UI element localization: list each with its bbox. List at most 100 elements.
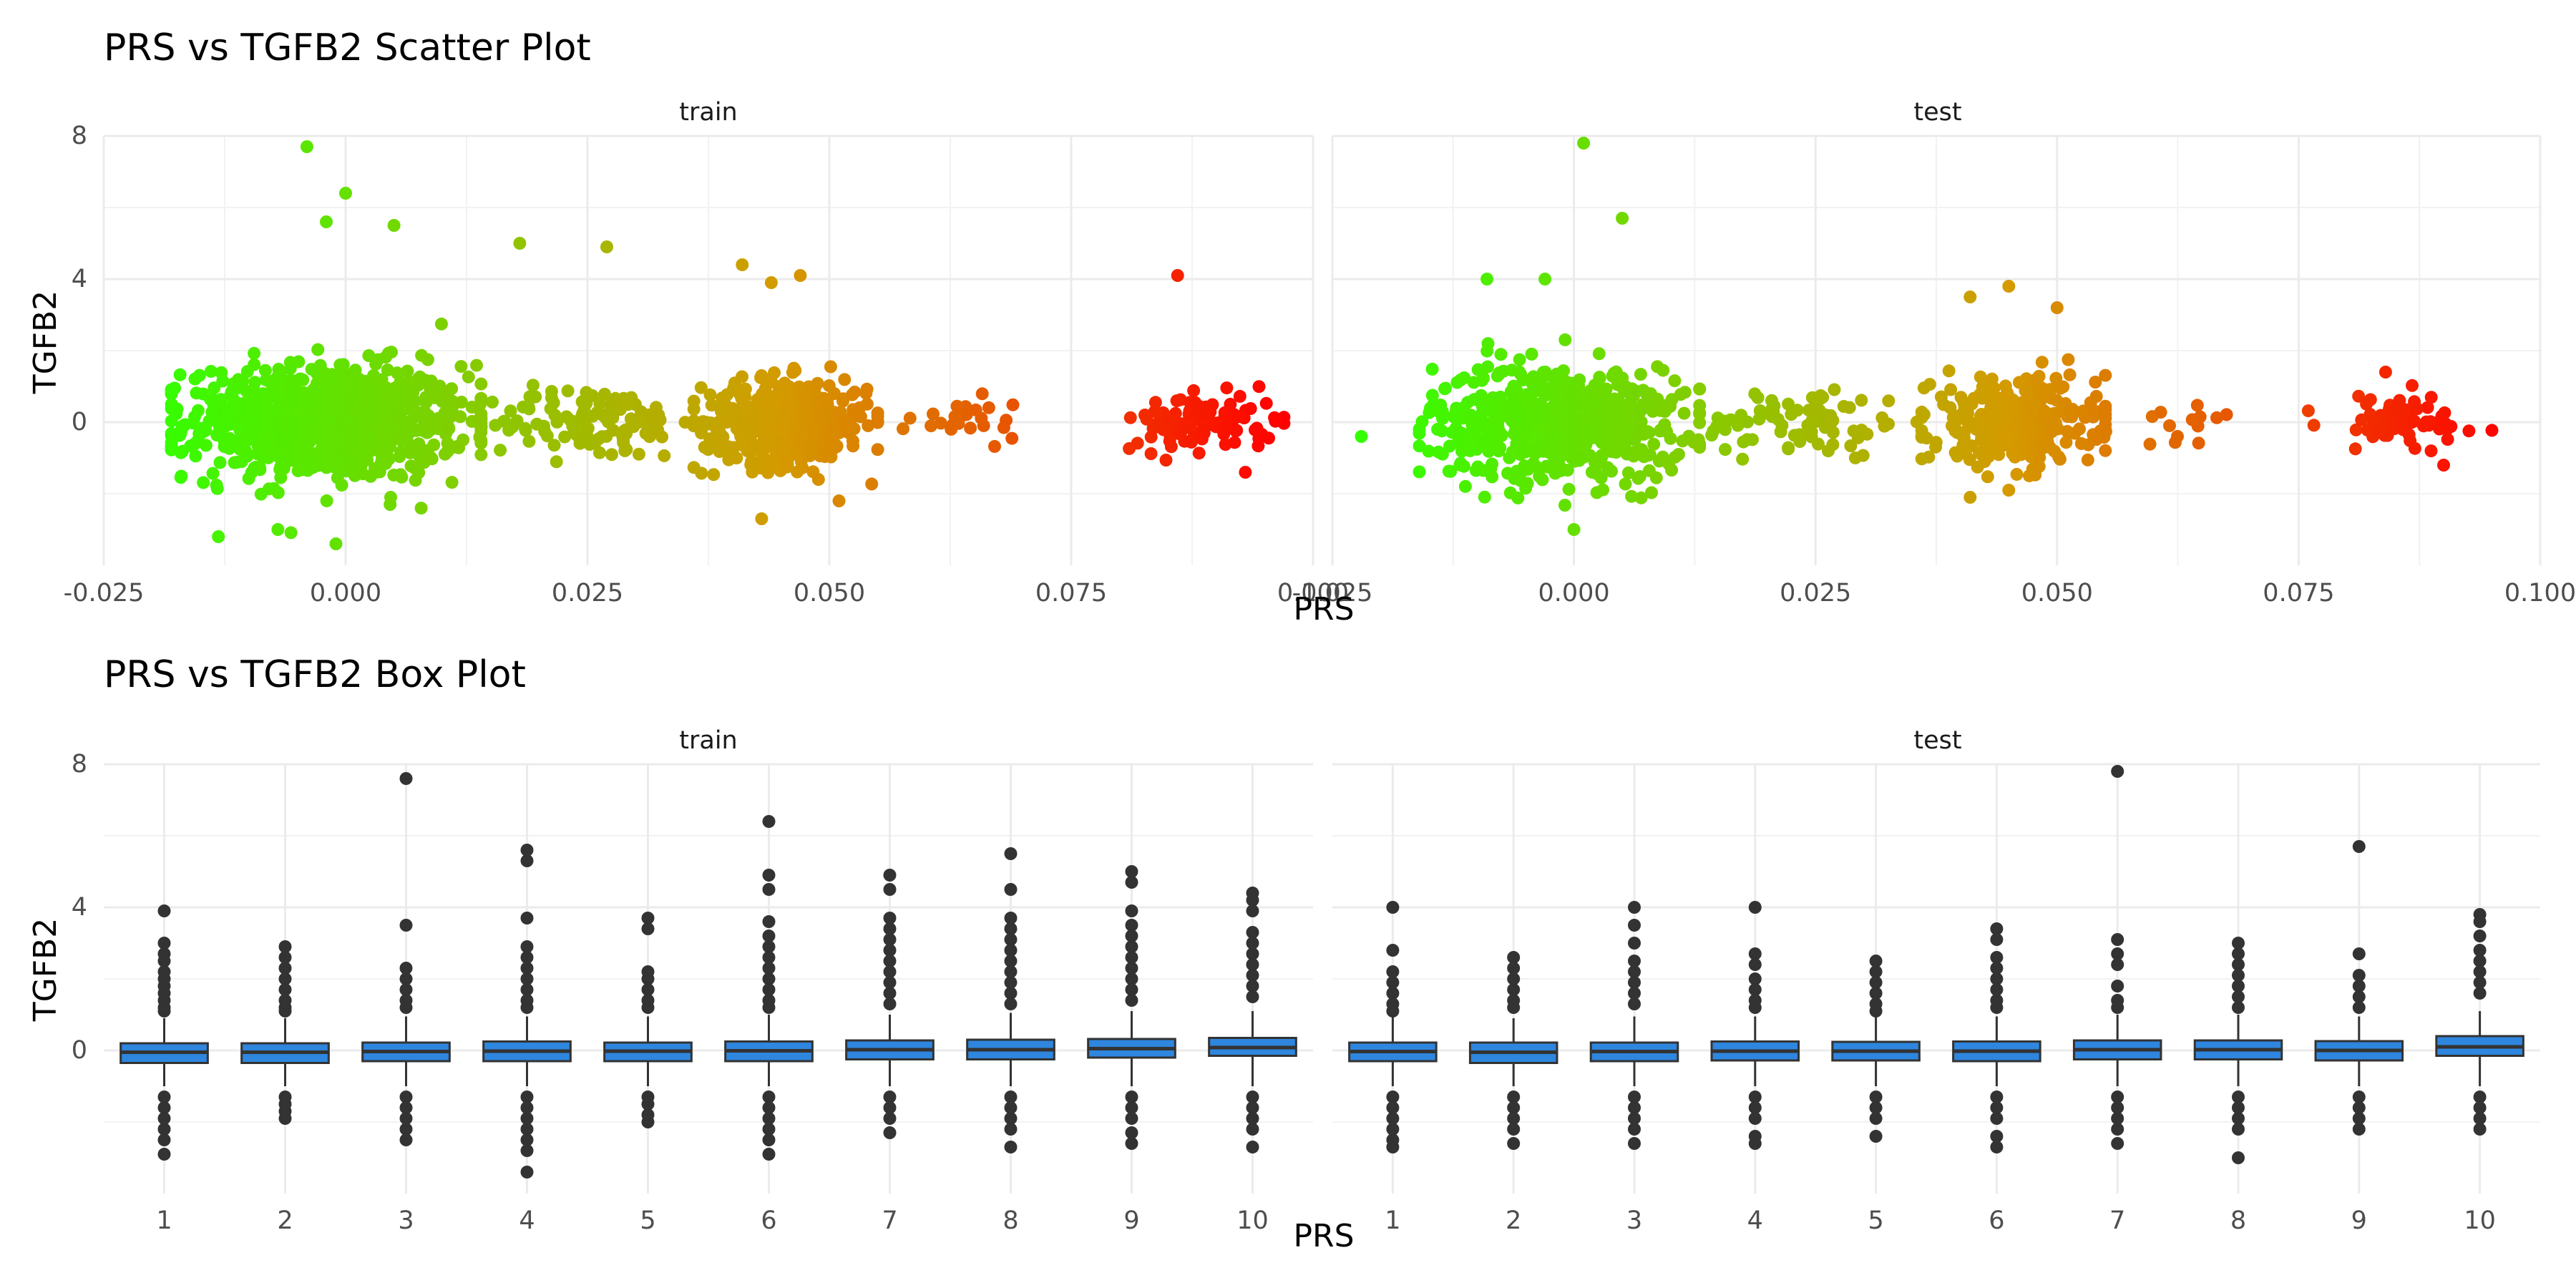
outlier-point bbox=[520, 912, 534, 924]
scatter-point bbox=[1528, 407, 1541, 420]
scatter-point bbox=[586, 409, 600, 423]
box-plot-title: PRS vs TGFB2 Box Plot bbox=[104, 653, 526, 696]
outlier-point bbox=[1386, 1141, 1400, 1153]
outlier-point bbox=[1125, 865, 1138, 878]
y-tick-label: 4 bbox=[72, 893, 87, 922]
outlier-point bbox=[883, 1126, 897, 1139]
scatter-point bbox=[1616, 212, 1629, 225]
scatter-point bbox=[1665, 393, 1679, 406]
outlier-point bbox=[883, 1101, 897, 1114]
outlier-point bbox=[1869, 1101, 1883, 1114]
outlier-point bbox=[520, 983, 534, 996]
scatter-point bbox=[300, 140, 313, 153]
scatter-point bbox=[1751, 391, 1765, 404]
outlier-point bbox=[1869, 1130, 1883, 1143]
scatter-point bbox=[1593, 371, 1606, 385]
outlier-point bbox=[762, 1101, 776, 1114]
scatter-point bbox=[197, 476, 210, 489]
scatter-point bbox=[1915, 452, 1928, 466]
outlier-point bbox=[1990, 983, 2004, 996]
outlier-point bbox=[1386, 1123, 1400, 1136]
scatter-point bbox=[558, 430, 572, 444]
outlier-point bbox=[1748, 1137, 1762, 1150]
outlier-point bbox=[520, 1001, 534, 1014]
scatter-point bbox=[2462, 424, 2476, 438]
outlier-point bbox=[2352, 990, 2366, 1003]
scatter-point bbox=[739, 403, 753, 416]
scatter-point bbox=[618, 444, 632, 457]
outlier-point bbox=[2111, 947, 2124, 960]
outlier-point bbox=[2473, 915, 2487, 928]
scatter-point bbox=[334, 455, 348, 469]
scatter-point bbox=[1805, 430, 1818, 444]
box-1 bbox=[1348, 901, 1438, 1153]
scatter-point bbox=[1520, 388, 1533, 401]
outlier-point bbox=[399, 1112, 413, 1125]
scatter-point bbox=[1619, 380, 1632, 394]
x-tick-label: 7 bbox=[2109, 1206, 2125, 1235]
scatter-point bbox=[1163, 416, 1176, 429]
scatter-point bbox=[598, 387, 611, 401]
outlier-point bbox=[2232, 937, 2245, 950]
scatter-point bbox=[696, 419, 709, 432]
scatter-point bbox=[1474, 433, 1488, 447]
scatter-point bbox=[1123, 411, 1137, 424]
outlier-point bbox=[762, 962, 776, 975]
scatter-point bbox=[757, 407, 771, 421]
scatter-point bbox=[2408, 414, 2421, 428]
scatter-point bbox=[2424, 444, 2438, 458]
outlier-point bbox=[762, 869, 776, 882]
outlier-point bbox=[1869, 976, 1883, 989]
scatter-point bbox=[281, 454, 295, 468]
y-tick-label: 8 bbox=[72, 750, 87, 779]
scatter-point bbox=[1582, 432, 1596, 446]
outlier-point bbox=[1246, 904, 1259, 917]
outlier-point bbox=[1507, 983, 1521, 996]
scatter-point bbox=[1814, 389, 1828, 402]
scatter-point bbox=[1480, 273, 1494, 286]
outlier-point bbox=[399, 772, 413, 785]
scatter-point bbox=[210, 479, 223, 492]
outlier-point bbox=[1246, 969, 1259, 982]
scatter-point bbox=[865, 477, 879, 491]
outlier-point bbox=[641, 1001, 655, 1014]
scatter-point bbox=[1006, 398, 1020, 411]
scatter-point bbox=[2099, 369, 2112, 382]
outlier-point bbox=[2111, 980, 2124, 992]
outlier-point bbox=[1246, 926, 1259, 939]
scatter-point bbox=[2002, 280, 2016, 293]
scatter-point bbox=[1515, 439, 1528, 453]
outlier-point bbox=[1125, 983, 1138, 996]
outlier-point bbox=[1869, 965, 1883, 978]
scatter-y-axis-title: TGFB2 bbox=[27, 291, 64, 394]
scatter-point bbox=[924, 419, 938, 433]
scatter-point bbox=[550, 415, 564, 429]
scatter-point bbox=[540, 429, 554, 443]
scatter-point bbox=[1619, 477, 1632, 491]
scatter-point bbox=[1621, 466, 1635, 479]
scatter-point bbox=[204, 365, 218, 378]
outlier-point bbox=[2232, 969, 2245, 982]
outlier-point bbox=[762, 930, 776, 942]
outlier-point bbox=[1125, 1137, 1138, 1150]
x-tick-label: 1 bbox=[156, 1206, 172, 1235]
scatter-point bbox=[170, 428, 184, 441]
outlier-point bbox=[1748, 983, 1762, 996]
outlier-point bbox=[1246, 1101, 1259, 1114]
scatter-point bbox=[1481, 337, 1495, 351]
scatter-point bbox=[339, 187, 352, 200]
scatter-point bbox=[800, 391, 814, 404]
x-tick-label: 10 bbox=[1236, 1206, 1269, 1235]
scatter-point bbox=[1550, 367, 1563, 381]
scatter-point bbox=[206, 467, 220, 480]
scatter-point bbox=[329, 537, 343, 550]
scatter-point bbox=[1519, 482, 1533, 495]
scatter-point bbox=[1915, 411, 1928, 424]
outlier-point bbox=[1990, 1091, 2004, 1103]
outlier-point bbox=[883, 944, 897, 957]
scatter-point bbox=[744, 428, 758, 441]
scatter-point bbox=[600, 240, 613, 253]
scatter-point bbox=[658, 449, 671, 462]
box-6 bbox=[724, 815, 814, 1161]
outlier-point bbox=[157, 904, 171, 917]
